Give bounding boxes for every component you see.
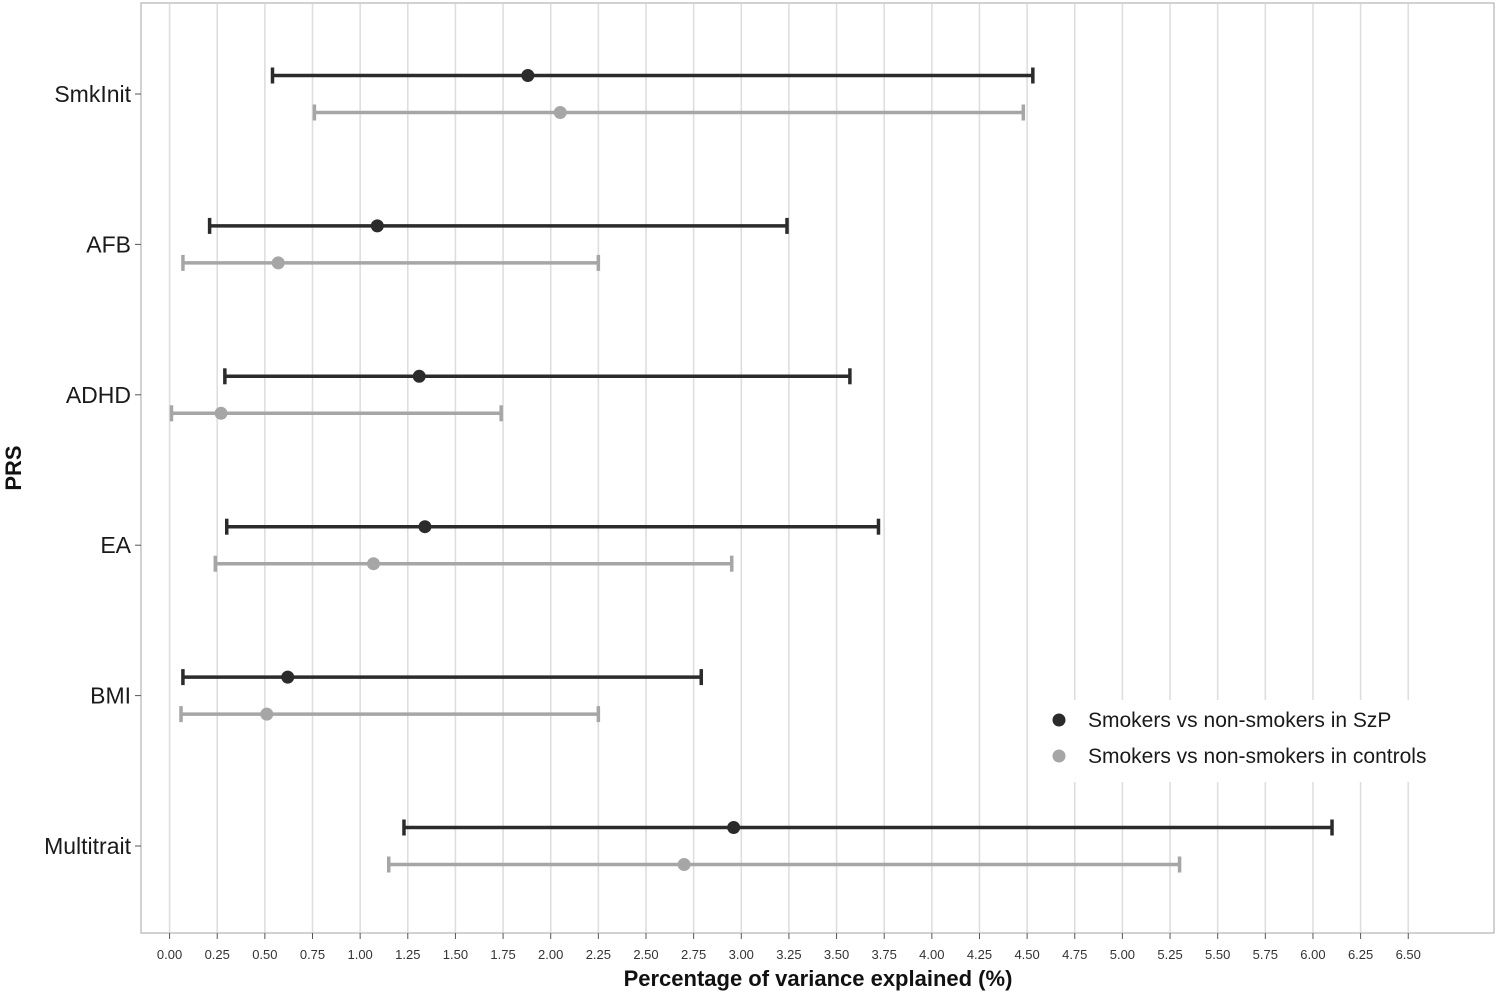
series-2-bmi-point (260, 707, 274, 721)
x-tick-label-2.00: 2.00 (538, 947, 563, 962)
x-tick-label-3.75: 3.75 (872, 947, 897, 962)
x-tick-label-0.25: 0.25 (205, 947, 230, 962)
x-tick-label-6.25: 6.25 (1348, 947, 1373, 962)
y-axis-title: PRS (1, 445, 26, 490)
x-tick-label-2.25: 2.25 (586, 947, 611, 962)
series-2-afb-point (271, 256, 285, 270)
x-tick-label-1.25: 1.25 (395, 947, 420, 962)
series-1-ea-point (418, 520, 432, 534)
y-tick-label-afb: AFB (86, 231, 131, 257)
x-tick-label-0.00: 0.00 (157, 947, 182, 962)
x-tick-label-5.00: 5.00 (1110, 947, 1135, 962)
series-1-afb-point (370, 219, 384, 233)
x-tick-label-2.75: 2.75 (681, 947, 706, 962)
x-tick-label-3.25: 3.25 (776, 947, 801, 962)
y-axis-ticks: SmkInit AFB ADHD EA BMI Multitrait (44, 81, 141, 859)
x-tick-label-0.75: 0.75 (300, 947, 325, 962)
x-tick-label-3.00: 3.00 (729, 947, 754, 962)
y-tick-label-ea: EA (100, 532, 131, 558)
data-marks (169, 67, 1334, 873)
y-tick-label-adhd: ADHD (66, 382, 131, 408)
y-tick-label-multitrait: Multitrait (44, 833, 132, 859)
series-1-multitrait-point (727, 821, 741, 834)
x-tick-label-2.50: 2.50 (633, 947, 658, 962)
y-tick-label-smkinit: SmkInit (54, 81, 131, 107)
series-2-ea-point (366, 557, 380, 571)
x-axis-ticks: 0.00 0.25 0.50 0.75 1.00 1.25 1.50 1.75 2.00 2.25… (157, 933, 1421, 962)
series-1-adhd-point (412, 369, 426, 383)
x-tick-label-1.50: 1.50 (443, 947, 468, 962)
x-tick-label-5.75: 5.75 (1253, 947, 1278, 962)
series-1-smkinit-point (521, 69, 535, 82)
x-tick-label-5.25: 5.25 (1157, 947, 1182, 962)
x-tick-label-1.75: 1.75 (490, 947, 515, 962)
x-tick-label-6.50: 6.50 (1396, 947, 1421, 962)
x-tick-label-4.25: 4.25 (967, 947, 992, 962)
legend-background (1040, 700, 1480, 782)
x-tick-label-4.75: 4.75 (1062, 947, 1087, 962)
legend-label-series-2: Smokers vs non-smokers in controls (1088, 745, 1426, 768)
series-2-multitrait-point (677, 858, 691, 871)
legend: Smokers vs non-smokers in SzP Smokers vs… (1040, 700, 1480, 782)
legend-label-series-1: Smokers vs non-smokers in SzP (1088, 709, 1391, 732)
x-tick-label-4.00: 4.00 (919, 947, 944, 962)
x-tick-label-1.00: 1.00 (347, 947, 372, 962)
x-tick-label-5.50: 5.50 (1205, 947, 1230, 962)
plot-panel (140, 2, 1495, 934)
y-tick-label-bmi: BMI (90, 683, 131, 709)
x-tick-label-6.00: 6.00 (1300, 947, 1325, 962)
x-axis-title: Percentage of variance explained (%) (624, 966, 1013, 991)
series-1-bmi-point (281, 670, 295, 684)
series-2-smkinit-point (553, 106, 567, 119)
x-tick-label-4.50: 4.50 (1014, 947, 1039, 962)
legend-key-series-2 (1052, 749, 1066, 763)
series-2-adhd-point (214, 406, 228, 420)
x-tick-label-0.50: 0.50 (252, 947, 277, 962)
x-tick-label-3.50: 3.50 (824, 947, 849, 962)
legend-key-series-1 (1052, 713, 1066, 727)
